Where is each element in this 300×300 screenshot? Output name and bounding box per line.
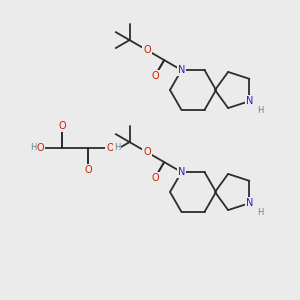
Text: H: H [30, 143, 36, 152]
Text: N: N [178, 65, 185, 75]
Text: O: O [106, 143, 114, 153]
Text: O: O [58, 121, 66, 131]
Text: N: N [246, 198, 253, 208]
Text: O: O [143, 45, 151, 55]
Text: O: O [152, 173, 159, 183]
Text: H: H [114, 143, 120, 152]
Text: N: N [178, 167, 185, 177]
Text: H: H [257, 106, 264, 115]
Text: O: O [84, 165, 92, 175]
Text: O: O [152, 71, 159, 81]
Text: N: N [246, 96, 253, 106]
Text: O: O [36, 143, 44, 153]
Text: O: O [143, 147, 151, 157]
Text: H: H [257, 208, 264, 217]
